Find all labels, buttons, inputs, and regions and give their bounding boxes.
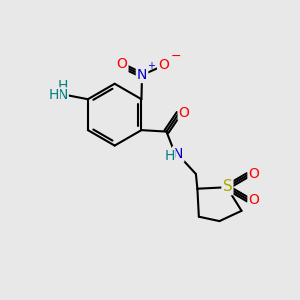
- Text: O: O: [179, 106, 190, 120]
- Text: H: H: [57, 79, 68, 93]
- Text: H: H: [164, 149, 175, 163]
- Text: O: O: [117, 57, 128, 71]
- Text: O: O: [248, 167, 260, 181]
- Text: N: N: [137, 68, 147, 82]
- Text: O: O: [158, 58, 169, 72]
- Text: N: N: [57, 88, 68, 102]
- Text: −: −: [170, 50, 181, 63]
- Text: H: H: [49, 88, 59, 102]
- Text: O: O: [248, 193, 260, 207]
- Text: +: +: [147, 61, 155, 70]
- Text: S: S: [223, 179, 232, 194]
- Text: N: N: [173, 147, 183, 161]
